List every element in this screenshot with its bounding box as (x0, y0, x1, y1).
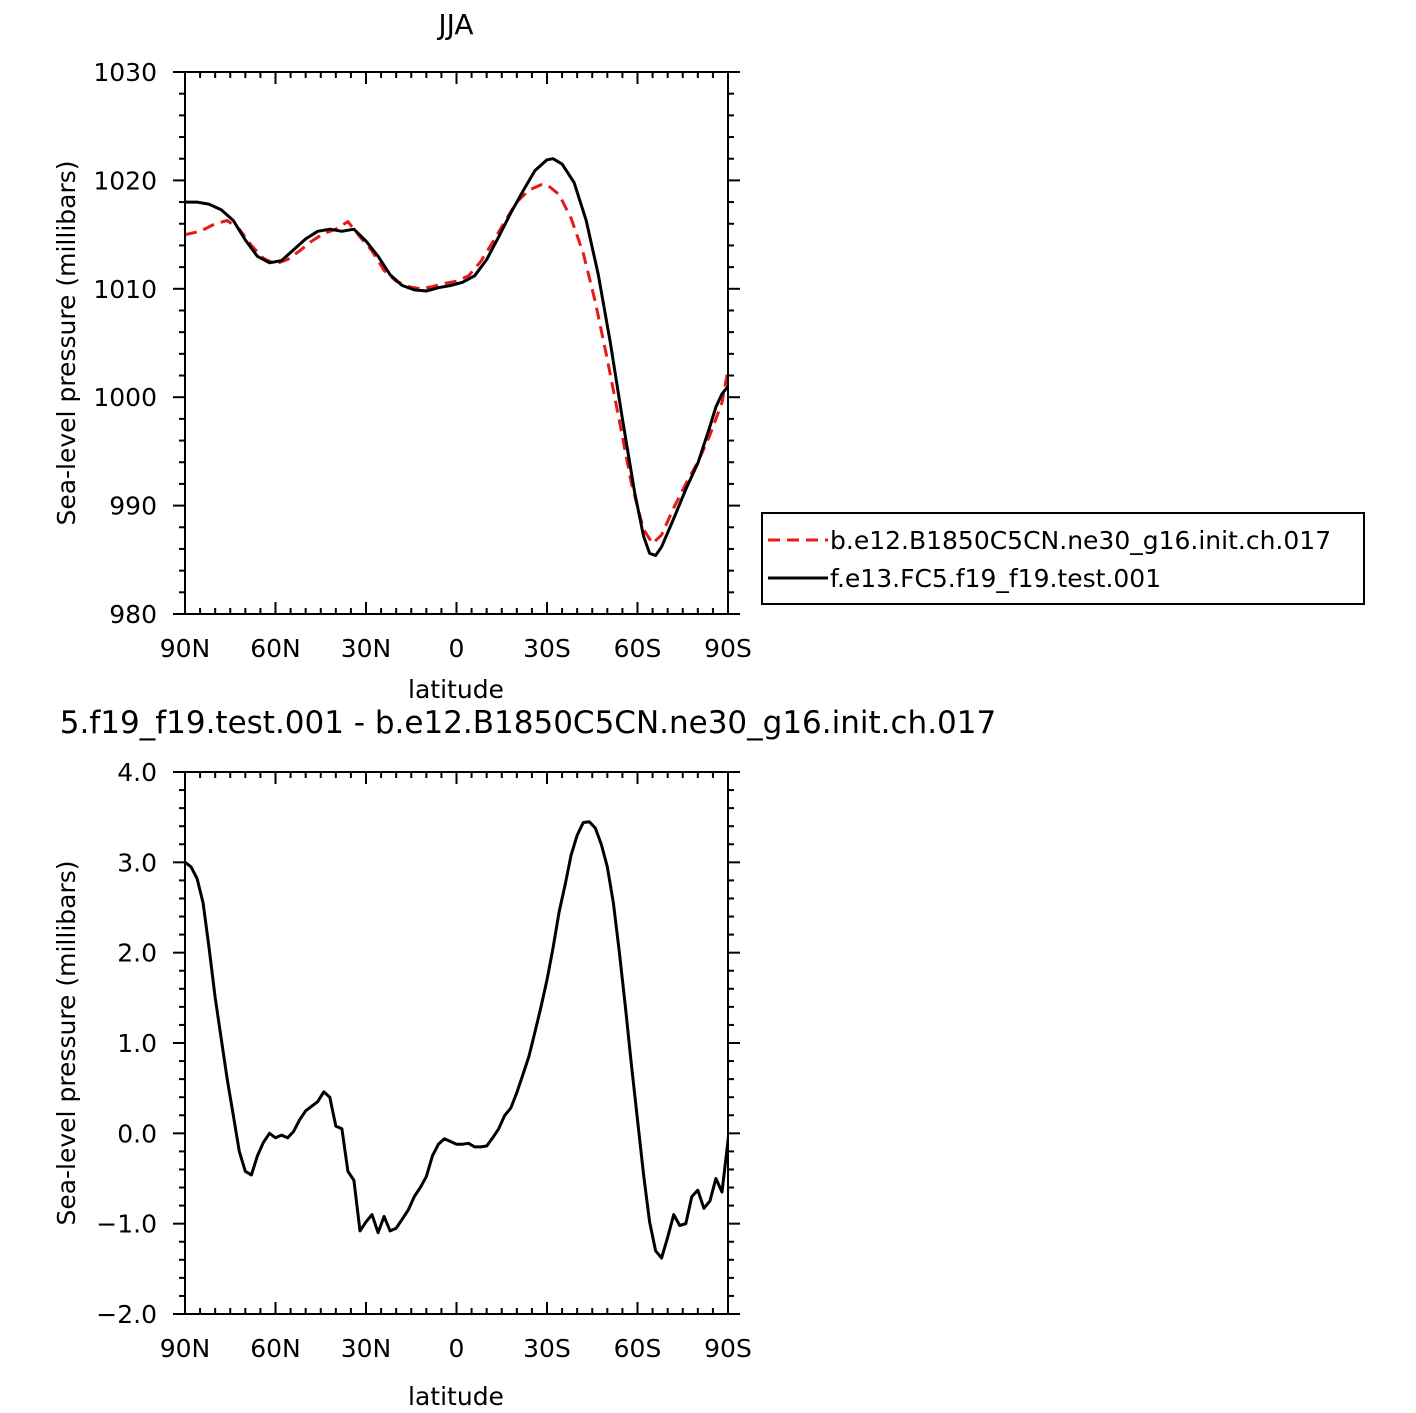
top-x-tick-label: 60S (614, 634, 662, 663)
bottom-panel: 5.f19_f19.test.001 - b.e12.B1850C5CN.ne3… (52, 705, 996, 1411)
top-x-tick-label: 0 (449, 634, 465, 663)
top-series-line-1 (185, 157, 728, 557)
bottom-chart-title: 5.f19_f19.test.001 - b.e12.B1850C5CN.ne3… (60, 705, 996, 741)
bottom-x-tick-label: 90N (160, 1334, 211, 1363)
top-x-tick-label: 30N (341, 634, 392, 663)
bottom-y-tick-label: 2.0 (117, 939, 157, 968)
bottom-x-tick-label: 60N (250, 1334, 301, 1363)
top-series-line-0 (185, 183, 728, 545)
top-x-tick-label: 90N (160, 634, 211, 663)
bottom-y-axis-label: Sea-level pressure (millibars) (52, 860, 81, 1225)
legend-frame (761, 512, 1365, 605)
bottom-plot-area: 90N 60N 30N 0 30S 60S 90S 4.0 3.0 2.0 1.0 0.0 −1.0 −2… (96, 758, 752, 1363)
bottom-x-tick-label: 30N (341, 1334, 392, 1363)
bottom-y-tick-label: 4.0 (117, 758, 157, 787)
top-plot-area: 90N 60N 30N 0 30S 60S 90S 1030 1020 1010 1000 990 98… (93, 58, 751, 663)
bottom-series-group (185, 820, 728, 1260)
bottom-y-tick-label: 0.0 (117, 1119, 157, 1148)
top-y-tick-label: 990 (109, 492, 157, 521)
top-y-tick-label: 1020 (93, 166, 157, 195)
top-panel: JJA 90N 60N 30N 0 30S 60S 90S10301020101010009… (52, 8, 752, 704)
bottom-x-tick-label: 60S (614, 1334, 662, 1363)
legend-entry-f-e13: f.e13.FC5.f19_f19.test.001 (830, 564, 1161, 593)
bottom-y-tick-label: 3.0 (117, 848, 157, 877)
bottom-y-tick-label: 1.0 (117, 1029, 157, 1058)
top-x-tick-label: 60N (250, 634, 301, 663)
bottom-series-line-0 (185, 820, 728, 1260)
top-x-tick-label: 90S (704, 634, 752, 663)
legend: b.e12.B1850C5CN.ne30_g16.init.ch.017 f.e… (761, 512, 1365, 605)
bottom-y-tick-label: −1.0 (96, 1210, 157, 1239)
bottom-y-tick-label: −2.0 (96, 1300, 157, 1329)
top-y-tick-label: 1030 (93, 58, 157, 87)
bottom-x-axis-label: latitude (408, 1382, 504, 1411)
bottom-x-tick-label: 30S (523, 1334, 571, 1363)
bottom-x-tick-label: 90S (704, 1334, 752, 1363)
top-y-tick-label: 980 (109, 600, 157, 629)
top-y-tick-label: 1000 (93, 383, 157, 412)
bottom-x-tick-label: 0 (449, 1334, 465, 1363)
top-y-axis-label: Sea-level pressure (millibars) (52, 160, 81, 525)
legend-entry-b-e12: b.e12.B1850C5CN.ne30_g16.init.ch.017 (830, 526, 1331, 555)
top-x-axis-label: latitude (408, 675, 504, 704)
top-y-tick-label: 1010 (93, 275, 157, 304)
top-x-tick-label: 30S (523, 634, 571, 663)
bottom-frame (184, 771, 729, 1315)
top-series-group (185, 157, 728, 557)
top-chart-title: JJA (436, 8, 473, 41)
